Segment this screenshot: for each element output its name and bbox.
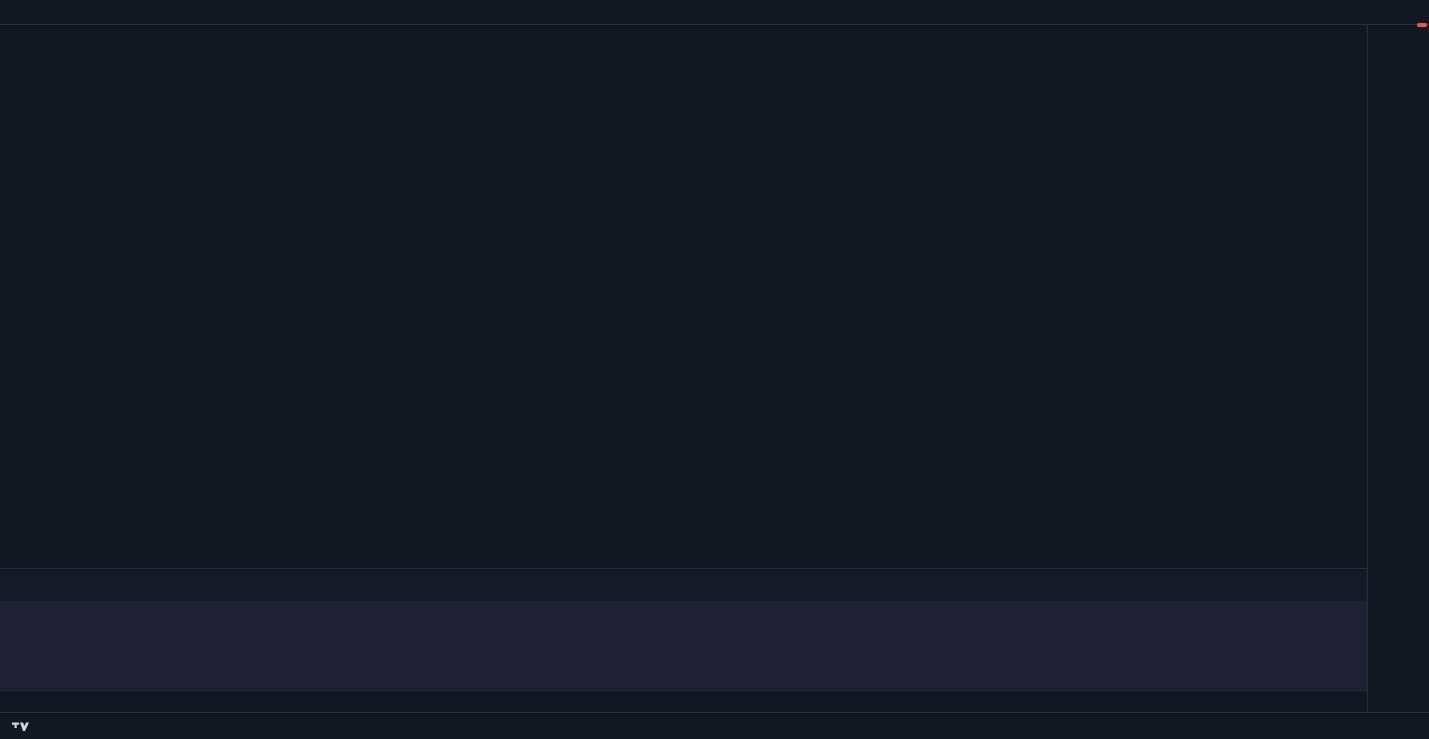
footer-bar	[0, 712, 1429, 739]
time-axis[interactable]	[0, 690, 1367, 712]
rsi-pane	[0, 571, 1367, 697]
tradingview-mark-icon	[12, 722, 29, 731]
rsi-overbought-oversold-band	[0, 601, 1367, 689]
chart-plot-area[interactable]	[0, 25, 1367, 712]
price-pane	[0, 25, 1367, 555]
tradingview-logo[interactable]	[12, 719, 36, 731]
price-axis[interactable]	[1367, 23, 1429, 712]
header-divider	[0, 24, 1429, 25]
last-price-tag	[1417, 23, 1427, 27]
pane-divider	[0, 568, 1367, 569]
